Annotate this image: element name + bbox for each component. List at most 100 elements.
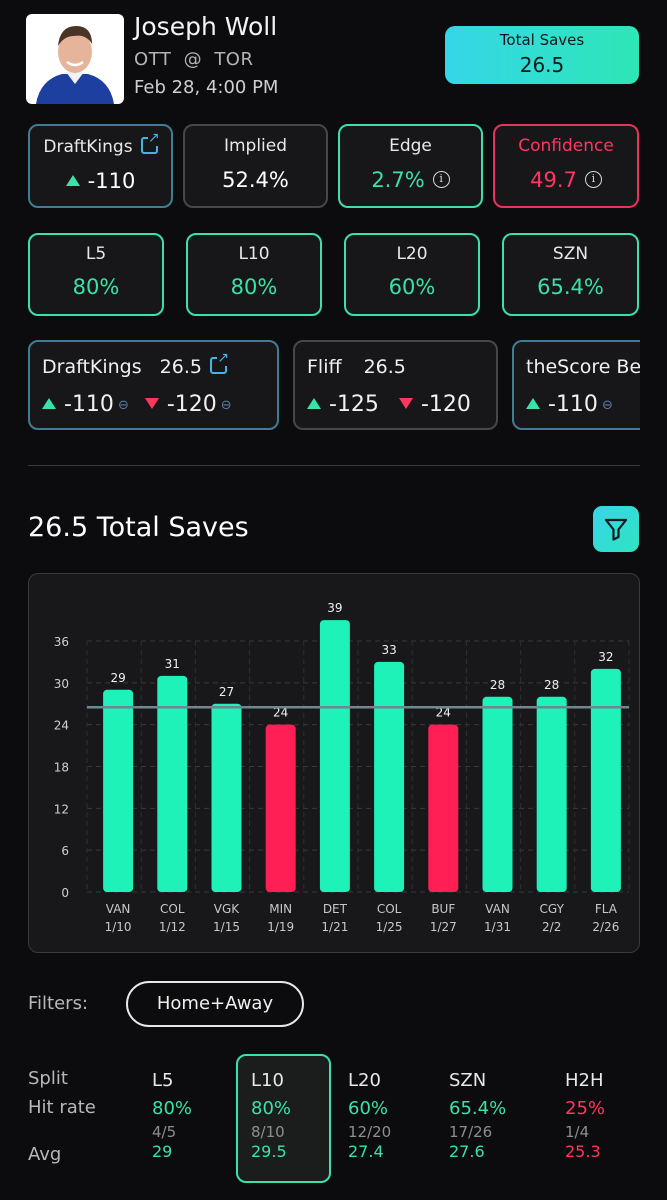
filter-button[interactable] — [593, 506, 639, 552]
book-odds: -110 — [87, 169, 136, 193]
bar — [374, 661, 405, 892]
col-avg: 27.4 — [348, 1142, 384, 1161]
split-card-l20[interactable]: L20 60% — [344, 233, 480, 316]
edge-value: 2.7% — [371, 168, 425, 192]
book-name: DraftKings — [42, 356, 142, 378]
saves-bar-chart: 0 6 12 18 24 30 36 29 VAN 1/10 31 COL 1/12 27 VGK 1/15 2… — [54, 601, 630, 934]
implied-card: Implied 52.4% — [183, 124, 328, 208]
player-avatar — [26, 14, 124, 104]
info-icon[interactable]: i — [584, 170, 602, 188]
over-odds: -125 — [329, 392, 379, 417]
confidence-label: Confidence — [518, 136, 614, 156]
x-tick-label: VAN — [485, 902, 510, 916]
split-card-l5[interactable]: L5 80% — [28, 233, 164, 316]
book-line: 26.5 — [363, 356, 406, 378]
col-header: SZN — [449, 1070, 487, 1091]
split-card-szn[interactable]: SZN 65.4% — [502, 233, 639, 316]
x-tick-label: DET — [323, 902, 348, 916]
external-link-icon[interactable] — [209, 350, 229, 374]
bar — [428, 724, 459, 892]
table-column-h2h[interactable]: H2H 25% 1/4 25.3 — [565, 1070, 605, 1161]
y-tick-label: 30 — [54, 677, 69, 691]
split-value: 80% — [230, 275, 278, 299]
x-tick-label: FLA — [595, 902, 618, 916]
home-away-filter[interactable]: Home+Away — [126, 981, 304, 1027]
col-header: L5 — [152, 1070, 174, 1091]
y-tick-label: 24 — [54, 719, 69, 733]
bar-value-label: 24 — [436, 706, 451, 720]
total-badge-value: 26.5 — [519, 53, 565, 77]
external-link-icon[interactable] — [140, 129, 160, 154]
table-column-szn[interactable]: SZN 65.4% 17/26 27.6 — [449, 1070, 506, 1161]
row-label-split: Split — [28, 1068, 68, 1089]
x-tick-date: 1/21 — [321, 920, 348, 934]
x-tick-label: VGK — [214, 902, 241, 916]
edge-card[interactable]: Edge 2.7% i — [338, 124, 483, 208]
x-tick-label: COL — [377, 902, 402, 916]
x-tick-label: MIN — [269, 902, 292, 916]
arrow-up-icon — [42, 398, 56, 409]
split-value: 65.4% — [537, 275, 604, 299]
col-fraction: 12/20 — [348, 1123, 392, 1141]
total-saves-badge[interactable]: Total Saves 26.5 — [445, 26, 639, 84]
table-column-l20[interactable]: L20 60% 12/20 27.4 — [348, 1070, 391, 1161]
table-column-l10[interactable]: L10 80% 8/10 29.5 — [251, 1070, 291, 1161]
book-name: DraftKings — [43, 137, 133, 157]
divider — [28, 465, 640, 466]
y-tick-label: 0 — [61, 886, 69, 900]
implied-label: Implied — [223, 136, 288, 156]
split-card-l10[interactable]: L10 80% — [186, 233, 322, 316]
matchup: OTT @ TOR — [134, 49, 253, 70]
col-hit-rate: 25% — [565, 1098, 606, 1119]
info-icon[interactable]: i — [432, 170, 450, 188]
x-tick-date: 1/10 — [105, 920, 132, 934]
bar — [319, 620, 350, 892]
y-tick-label: 18 — [54, 761, 69, 775]
link-icon[interactable]: ⊖ — [117, 397, 129, 413]
col-fraction: 4/5 — [152, 1123, 177, 1141]
bar-value-label: 32 — [598, 650, 613, 664]
bar — [103, 689, 134, 892]
split-label: L10 — [238, 244, 270, 264]
bar-value-label: 33 — [381, 643, 396, 657]
selected-column-highlight — [236, 1054, 331, 1183]
filters-label: Filters: — [28, 993, 89, 1014]
bar-value-label: 24 — [273, 706, 288, 720]
arrow-down-icon — [398, 398, 413, 409]
split-label: SZN — [552, 244, 589, 264]
x-tick-date: 1/19 — [267, 920, 294, 934]
col-fraction: 1/4 — [565, 1123, 590, 1141]
col-hit-rate: 65.4% — [449, 1098, 507, 1119]
x-tick-date: 1/25 — [376, 920, 403, 934]
saves-chart: 0 6 12 18 24 30 36 29 VAN 1/10 31 COL 1/12 27 VGK 1/15 2… — [28, 573, 640, 953]
split-value: 60% — [388, 275, 436, 299]
under-odds: -120 — [420, 392, 471, 417]
under-odds: -120 — [166, 392, 217, 417]
book-card-fliff[interactable]: Fliff 26.5 -125 -120 — [293, 340, 498, 430]
book-name: Fliff — [307, 356, 342, 378]
row-label-hit-rate: Hit rate — [28, 1097, 96, 1118]
link-icon[interactable]: ⊖ — [601, 397, 613, 413]
home-team: TOR — [214, 49, 254, 70]
edge-label: Edge — [389, 136, 432, 156]
arrow-up-icon — [526, 398, 540, 409]
col-avg: 27.6 — [449, 1142, 485, 1161]
col-avg: 29 — [152, 1142, 173, 1161]
bar-value-label: 31 — [165, 657, 180, 671]
bar — [482, 696, 513, 892]
bar — [536, 696, 567, 892]
table-column-l5[interactable]: L5 80% 4/5 29 — [152, 1070, 192, 1161]
book-odds-card[interactable]: DraftKings -110 — [28, 124, 173, 208]
confidence-value: 49.7 — [530, 168, 577, 192]
bar-value-label: 29 — [110, 671, 125, 685]
book-card-thescore[interactable]: theScore Bet -110 ⊖ — [512, 340, 640, 430]
link-icon[interactable]: ⊖ — [220, 397, 232, 413]
x-tick-label: CGY — [539, 902, 564, 916]
arrow-down-icon — [144, 398, 159, 409]
confidence-card[interactable]: Confidence 49.7 i — [493, 124, 639, 208]
col-avg: 25.3 — [565, 1142, 601, 1161]
col-hit-rate: 80% — [152, 1098, 193, 1119]
bar — [157, 675, 188, 892]
